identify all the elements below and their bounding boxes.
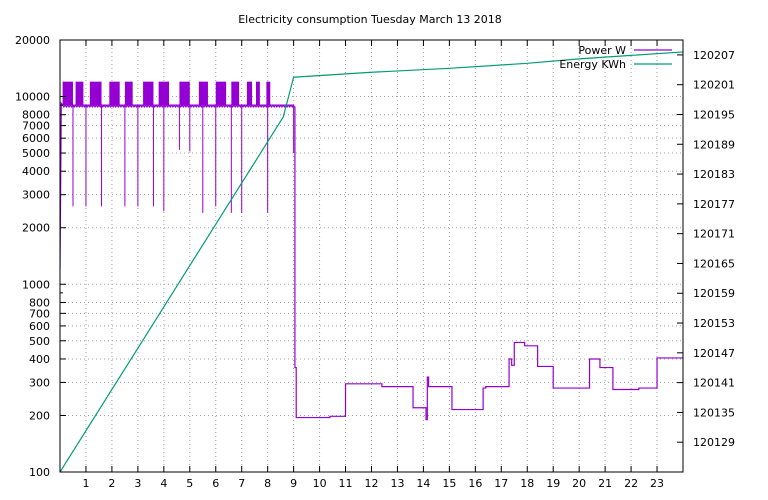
y-right-tick-label: 120159: [693, 287, 735, 300]
x-tick-label: 21: [598, 477, 612, 490]
x-tick-label: 13: [390, 477, 404, 490]
y-right-tick-label: 120195: [693, 108, 735, 121]
power-pulse-band: [109, 81, 120, 106]
y-left-tick-label: 500: [29, 335, 50, 348]
y-right-tick-label: 120171: [693, 228, 735, 241]
power-pulse-band: [255, 81, 260, 106]
x-tick-label: 20: [572, 477, 586, 490]
x-tick-label: 12: [365, 477, 379, 490]
x-tick-label: 9: [290, 477, 297, 490]
x-tick-label: 14: [416, 477, 430, 490]
plot-area: [60, 51, 683, 472]
power-pulse-band: [179, 81, 190, 106]
y-left-tick-label: 4000: [22, 165, 50, 178]
x-tick-label: 16: [468, 477, 482, 490]
power-pulse-band: [266, 81, 271, 106]
x-tick-label: 18: [520, 477, 534, 490]
y-right-tick-label: 120153: [693, 317, 735, 330]
power-pulse-band: [75, 81, 84, 106]
power-pulse-band: [231, 81, 240, 106]
energy-line: [60, 51, 683, 472]
x-tick-label: 10: [313, 477, 327, 490]
chart-title: Electricity consumption Tuesday March 13…: [238, 13, 502, 26]
y-left-tick-label: 2000: [22, 222, 50, 235]
legend-label: Power W: [578, 44, 626, 57]
y-left-tick-label: 5000: [22, 147, 50, 160]
power-pulse-band: [62, 81, 73, 106]
power-pulse-band: [246, 81, 253, 106]
legend-label: Energy KWh: [559, 58, 626, 71]
y-right-tick-label: 120177: [693, 198, 735, 211]
y-left-tick-label: 6000: [22, 132, 50, 145]
y-left-tick-label: 300: [29, 376, 50, 389]
power-pulse-band: [89, 81, 102, 106]
x-tick-label: 22: [624, 477, 638, 490]
x-tick-label: 5: [186, 477, 193, 490]
y-right-tick-label: 120141: [693, 377, 735, 390]
y-left-tick-label: 8000: [22, 109, 50, 122]
y-right-tick-label: 120207: [693, 49, 735, 62]
y-right-tick-label: 120147: [693, 347, 735, 360]
y-left-tick-label: 700: [29, 307, 50, 320]
y-right-tick-label: 120189: [693, 138, 735, 151]
y-left-tick-label: 3000: [22, 189, 50, 202]
y-right-tick-label: 120135: [693, 406, 735, 419]
y-left-tick-label: 20000: [15, 34, 50, 47]
x-tick-label: 7: [238, 477, 245, 490]
y-left-tick-label: 1000: [22, 278, 50, 291]
power-pulse-band: [124, 81, 133, 106]
y-left-tick-label: 10000: [15, 91, 50, 104]
x-tick-label: 3: [134, 477, 141, 490]
axes: 1 2 3 4 5 6 7 8 9 10 11 12 13 14 15 16 17 18 19 20 21 22 23100…: [15, 34, 735, 490]
x-tick-label: 17: [494, 477, 508, 490]
x-tick-label: 8: [264, 477, 271, 490]
y-right-tick-label: 120165: [693, 257, 735, 270]
power-line: [293, 105, 683, 421]
power-pulse-band: [215, 81, 227, 106]
y-left-tick-label: 400: [29, 353, 50, 366]
series-energy: [60, 51, 683, 472]
x-tick-label: 1: [82, 477, 89, 490]
power-pulse-band: [198, 81, 208, 106]
x-tick-label: 19: [546, 477, 560, 490]
y-right-tick-label: 120183: [693, 168, 735, 181]
y-left-tick-label: 7000: [22, 120, 50, 133]
x-tick-label: 23: [650, 477, 664, 490]
x-tick-label: 4: [160, 477, 167, 490]
power-pulse-band: [143, 81, 154, 106]
series-power: [60, 81, 683, 421]
y-right-tick-label: 120129: [693, 436, 735, 449]
y-left-tick-label: 200: [29, 409, 50, 422]
x-tick-label: 2: [108, 477, 115, 490]
x-tick-label: 15: [442, 477, 456, 490]
power-pulse-band: [158, 81, 170, 106]
x-tick-label: 6: [212, 477, 219, 490]
y-right-tick-label: 120201: [693, 79, 735, 92]
x-tick-label: 11: [339, 477, 353, 490]
y-left-tick-label: 600: [29, 320, 50, 333]
y-left-tick-label: 100: [29, 466, 50, 479]
y-left-tick-label: 800: [29, 296, 50, 309]
power-baseline: [60, 101, 294, 270]
